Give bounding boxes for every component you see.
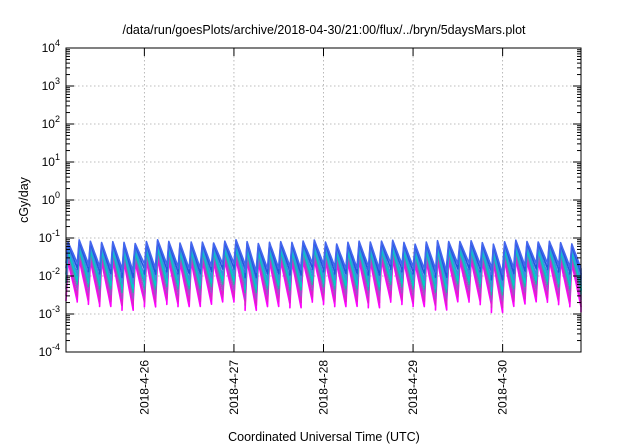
y-axis-label: cGy/day (17, 176, 31, 223)
x-tick-label: 2018-4-26 (137, 360, 151, 415)
y-tick-label: 10-4 (39, 342, 60, 359)
x-tick-label: 2018-4-28 (317, 360, 331, 415)
series-line (65, 239, 582, 276)
chart-title: /data/run/goesPlots/archive/2018-04-30/2… (122, 23, 526, 37)
y-tick-label: 101 (42, 152, 60, 169)
x-axis-label: Coordinated Universal Time (UTC) (228, 430, 420, 444)
y-tick-label: 100 (42, 190, 60, 207)
y-tick-label: 10-1 (39, 228, 60, 245)
x-axis-ticks: 2018-4-26 2018-4-27 2018-4-28 2018-4-29 2018… (137, 48, 510, 415)
y-axis-ticks: 104 103 102 101 100 10-1 10-2 10-3 10-4 (39, 38, 581, 359)
x-tick-label: 2018-4-27 (227, 360, 241, 415)
y-tick-label: 10-2 (39, 266, 60, 283)
y-tick-label: 10-3 (39, 304, 60, 321)
y-tick-label: 104 (42, 38, 60, 55)
x-tick-label: 2018-4-30 (496, 360, 510, 415)
series-lines (65, 239, 582, 314)
y-tick-label: 102 (42, 114, 60, 131)
y-tick-label: 103 (42, 76, 60, 93)
x-tick-label: 2018-4-29 (406, 360, 420, 415)
